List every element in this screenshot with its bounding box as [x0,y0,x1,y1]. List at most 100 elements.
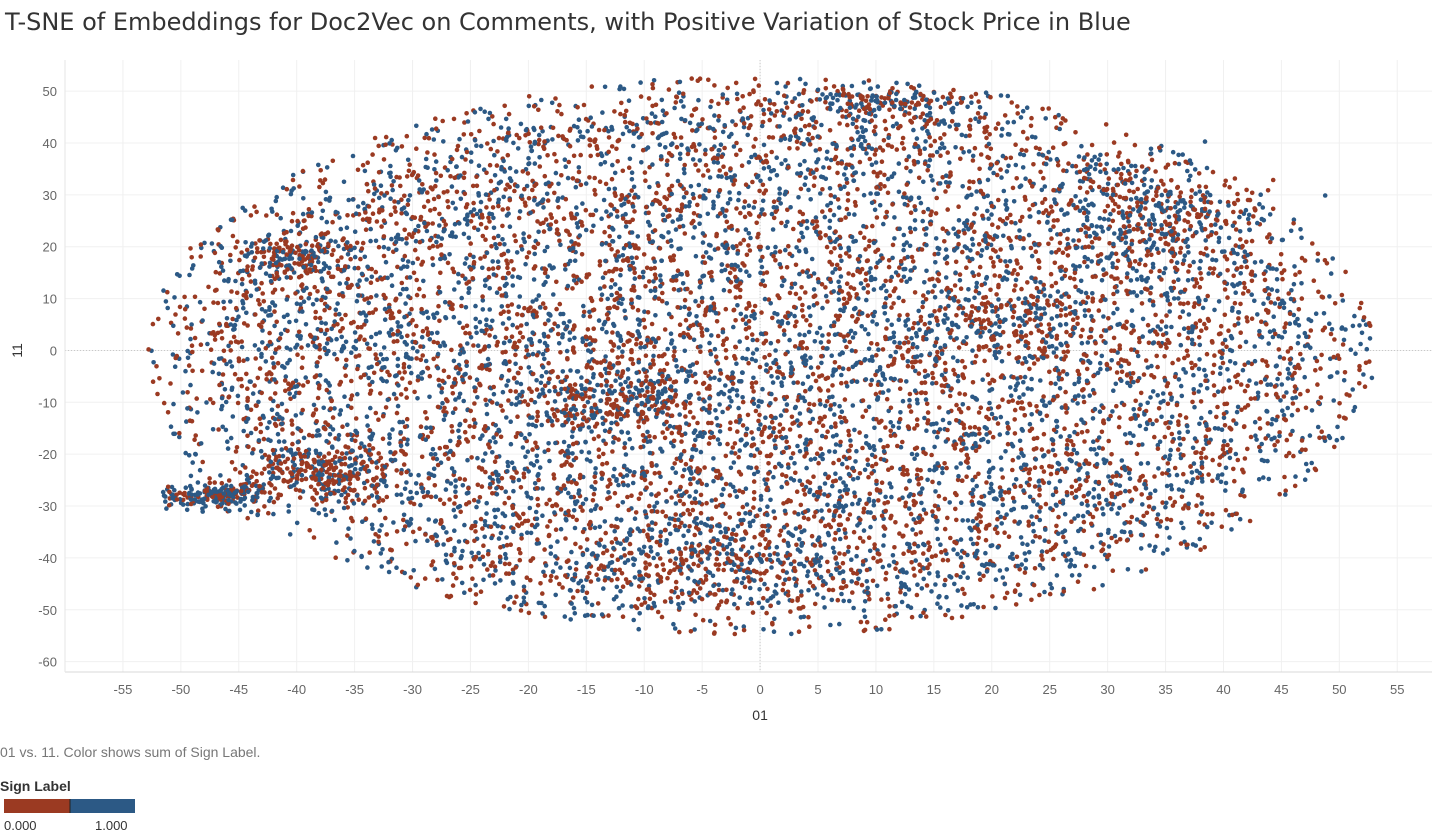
scatter-point [1252,298,1257,304]
scatter-point [940,417,946,423]
scatter-point [695,480,700,485]
scatter-point [842,552,847,557]
scatter-point [492,581,498,586]
scatter-point [578,152,583,158]
scatter-point [719,476,724,481]
scatter-point [161,288,166,293]
scatter-point [903,503,908,509]
scatter-point [1131,226,1137,232]
scatter-point [1178,541,1184,546]
scatter-point [1112,276,1117,282]
scatter-point [420,328,426,334]
scatter-point [699,121,705,126]
scatter-point [597,259,603,264]
scatter-point [411,332,416,337]
scatter-point [694,314,699,319]
scatter-point [681,511,686,517]
scatter-point [792,313,797,319]
scatter-point [287,357,293,363]
scatter-point [1061,349,1067,355]
scatter-point [352,229,358,234]
scatter-point [1184,479,1189,485]
scatter-point [1230,282,1235,287]
scatter-point [1042,196,1048,202]
scatter-point [793,470,798,476]
scatter-point [478,221,484,227]
scatter-point [995,254,1001,260]
scatter-point [837,476,843,481]
scatter-point [806,274,811,279]
scatter-point [473,325,479,330]
scatter-point [1138,390,1144,396]
scatter-point [236,356,242,361]
scatter-point [1016,455,1021,460]
scatter-point [995,225,1001,230]
scatter-point [602,84,608,90]
scatter-point [493,514,498,520]
scatter-point [660,290,665,296]
scatter-point [1352,404,1358,410]
scatter-point [224,316,230,321]
scatter-point [1119,458,1125,463]
scatter-point [797,411,803,416]
scatter-point [1013,387,1018,393]
scatter-point [498,578,503,583]
scatter-point [1112,533,1118,539]
scatter-point [447,497,452,502]
scatter-point [558,565,563,570]
scatter-point [936,271,942,277]
scatter-point [482,109,488,114]
scatter-point [424,228,430,234]
scatter-point [1023,566,1028,571]
scatter-point [953,259,959,265]
scatter-point [274,319,280,325]
scatter-point [844,180,850,185]
scatter-point [1315,424,1321,430]
scatter-point [945,150,950,155]
scatter-point [1093,235,1098,241]
scatter-point [225,446,231,451]
scatter-point [592,175,597,181]
scatter-point [1109,358,1114,363]
scatter-point [241,428,246,434]
scatter-point [745,132,750,138]
scatter-point [1290,401,1296,406]
scatter-point [1153,329,1158,335]
scatter-point [255,512,260,517]
scatter-point [491,121,496,127]
scatter-point [847,296,852,302]
scatter-point [1129,322,1135,328]
scatter-point [1076,528,1081,534]
scatter-point [433,518,439,523]
scatter-point [498,125,504,130]
scatter-point [998,414,1004,420]
scatter-point [560,585,565,590]
scatter-point [604,383,609,388]
scatter-point [1144,253,1150,258]
scatter-point [408,516,414,522]
scatter-point [881,445,886,450]
scatter-point [837,253,843,259]
scatter-point [414,146,419,151]
scatter-point [961,422,966,428]
scatter-point [676,546,682,552]
scatter-point [484,205,489,210]
scatter-point [1152,488,1158,494]
scatter-point [1036,209,1042,215]
scatter-point [1202,321,1207,327]
scatter-point [1118,280,1124,285]
scatter-point [216,371,222,377]
scatter-point [886,142,891,148]
scatter-point [832,194,837,200]
scatter-point [155,391,160,397]
scatter-point [1252,344,1257,349]
scatter-point [746,243,751,248]
scatter-point [449,184,455,189]
scatter-point [1054,503,1059,508]
scatter-point [833,530,838,536]
scatter-point [1054,346,1059,351]
scatter-point [1131,433,1136,439]
scatter-point [443,558,449,563]
scatter-point [1319,352,1324,358]
scatter-point [1064,490,1070,495]
